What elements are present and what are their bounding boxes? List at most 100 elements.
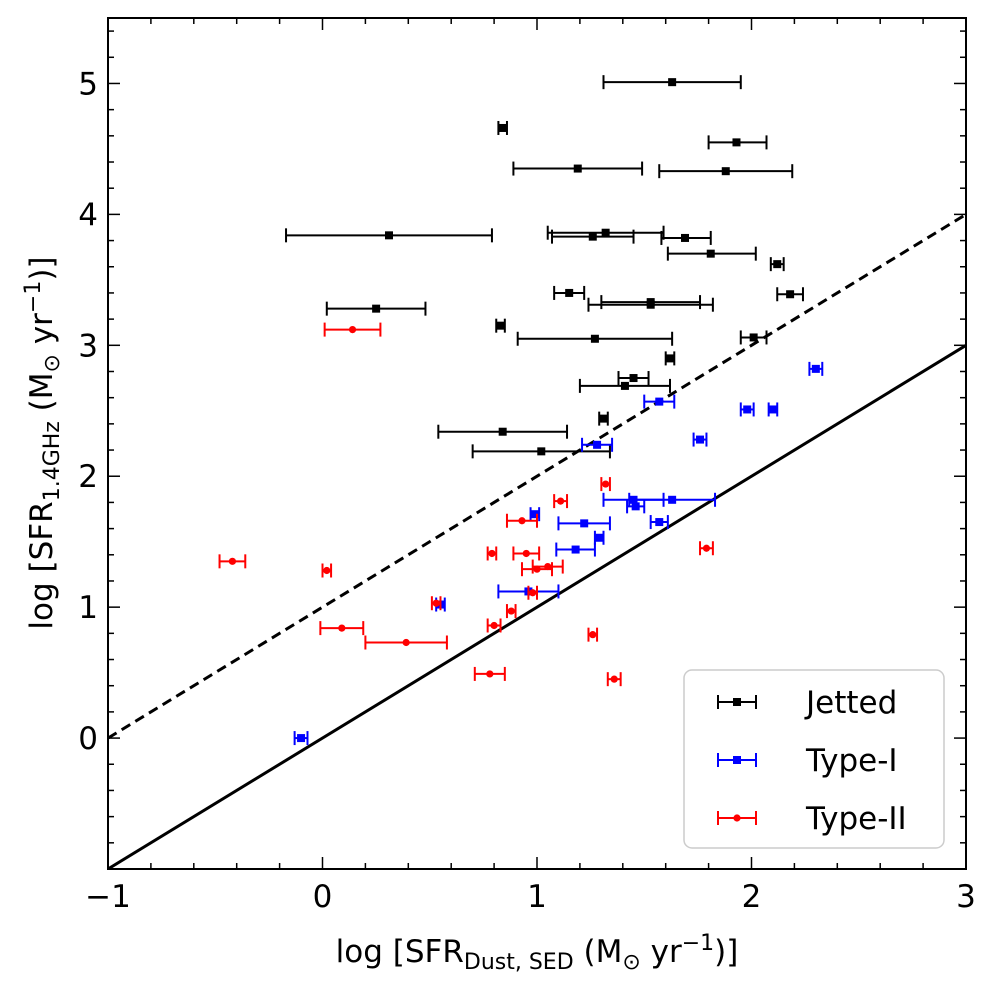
y-label-mid: (M <box>24 372 60 421</box>
y-label-prefix: log [SFR <box>24 501 60 629</box>
data-point <box>518 517 526 525</box>
data-point <box>522 549 530 558</box>
data-point <box>507 607 515 615</box>
y-label-sub: 1.4GHz <box>40 421 65 501</box>
data-point <box>629 374 638 383</box>
data-point <box>702 544 711 552</box>
data-point <box>655 397 664 406</box>
data-point <box>402 638 410 647</box>
data-point <box>665 354 674 363</box>
x-label-prefix: log [SFR <box>336 934 464 970</box>
reference-line-offset-one-dex <box>108 213 966 740</box>
data-point <box>533 565 541 573</box>
y-label-sup: −1 <box>21 281 46 313</box>
x-label-mid: (M <box>574 934 623 970</box>
data-point <box>721 167 730 176</box>
data-point <box>338 624 346 632</box>
x-label-unit: yr <box>641 934 682 970</box>
data-point <box>743 405 752 414</box>
legend-label: Jetted <box>804 685 897 721</box>
data-point <box>488 549 496 558</box>
data-point <box>593 440 602 449</box>
x-tick-label: 1 <box>527 879 547 915</box>
data-point <box>668 78 677 87</box>
data-point <box>595 533 604 542</box>
tick-labels: −1 0 1 2 3 0 1 2 3 4 5 <box>78 66 976 915</box>
legend-marker <box>733 814 741 822</box>
data-point <box>631 502 640 511</box>
data-point <box>372 304 381 313</box>
data-point <box>580 519 589 528</box>
x-label-sun: ⊙ <box>622 950 640 975</box>
y-tick-label: 2 <box>78 459 98 495</box>
data-point <box>706 249 715 258</box>
data-point <box>696 435 705 444</box>
data-point <box>601 228 610 237</box>
series-jetted <box>285 75 804 459</box>
data-point <box>599 414 608 423</box>
reference-line-one-to-one <box>108 344 966 869</box>
x-tick-label: 3 <box>956 879 976 915</box>
data-point <box>297 734 306 743</box>
data-point <box>681 233 690 242</box>
reference-lines <box>108 213 966 869</box>
data-point <box>620 381 629 390</box>
data-point <box>556 497 565 505</box>
y-label-suffix: )] <box>24 256 60 280</box>
data-point <box>732 138 741 147</box>
data-point <box>588 232 597 241</box>
data-point <box>646 300 655 309</box>
data-point <box>590 334 599 343</box>
legend-box <box>683 669 945 849</box>
data-point <box>348 325 357 334</box>
y-axis-label: log [SFR1.4GHz (M⊙ yr−1)] <box>21 256 65 629</box>
data-point <box>589 631 597 639</box>
data-point <box>530 510 539 519</box>
data-point <box>571 545 580 554</box>
data-point <box>811 364 820 373</box>
x-label-sup: −1 <box>682 931 714 956</box>
data-point <box>610 675 618 683</box>
y-tick-label: 0 <box>78 721 98 757</box>
data-point <box>668 495 677 504</box>
data-point <box>323 566 331 575</box>
data-point <box>498 427 507 436</box>
y-label-sun: ⊙ <box>40 354 65 372</box>
x-label-suffix: )] <box>714 934 738 970</box>
data-point <box>749 333 758 342</box>
data-point <box>602 480 610 488</box>
x-tick-label: 2 <box>742 879 762 915</box>
x-label-sub: Dust, SED <box>464 950 574 975</box>
data-point <box>573 164 582 173</box>
data-point <box>773 260 782 269</box>
y-label-unit: yr <box>24 313 60 354</box>
data-point <box>498 123 507 132</box>
y-tick-label: 4 <box>78 197 98 233</box>
data-point <box>432 599 440 607</box>
data-point <box>537 447 546 456</box>
data-point <box>655 518 664 527</box>
legend-marker <box>733 698 741 706</box>
data-series <box>218 75 824 746</box>
series-type-ii <box>218 322 714 687</box>
x-axis-label: log [SFRDust, SED (M⊙ yr−1)] <box>336 931 739 975</box>
legend-label: Type-II <box>805 801 907 837</box>
data-point <box>768 405 777 414</box>
data-point <box>786 290 795 299</box>
data-point <box>529 589 537 597</box>
data-point <box>486 670 494 678</box>
data-point <box>565 288 574 297</box>
y-tick-label: 1 <box>78 590 98 626</box>
data-point <box>384 231 393 240</box>
x-tick-label: 0 <box>313 879 333 915</box>
legend: Jetted Type-I Type-II <box>683 669 945 849</box>
y-tick-label: 3 <box>78 328 98 364</box>
legend-marker <box>733 756 741 764</box>
x-tick-label: −1 <box>85 879 131 915</box>
y-tick-label: 5 <box>78 66 98 102</box>
data-point <box>490 621 498 630</box>
legend-label: Type-I <box>805 743 898 779</box>
data-point <box>228 557 237 565</box>
plot-frame <box>107 17 967 870</box>
